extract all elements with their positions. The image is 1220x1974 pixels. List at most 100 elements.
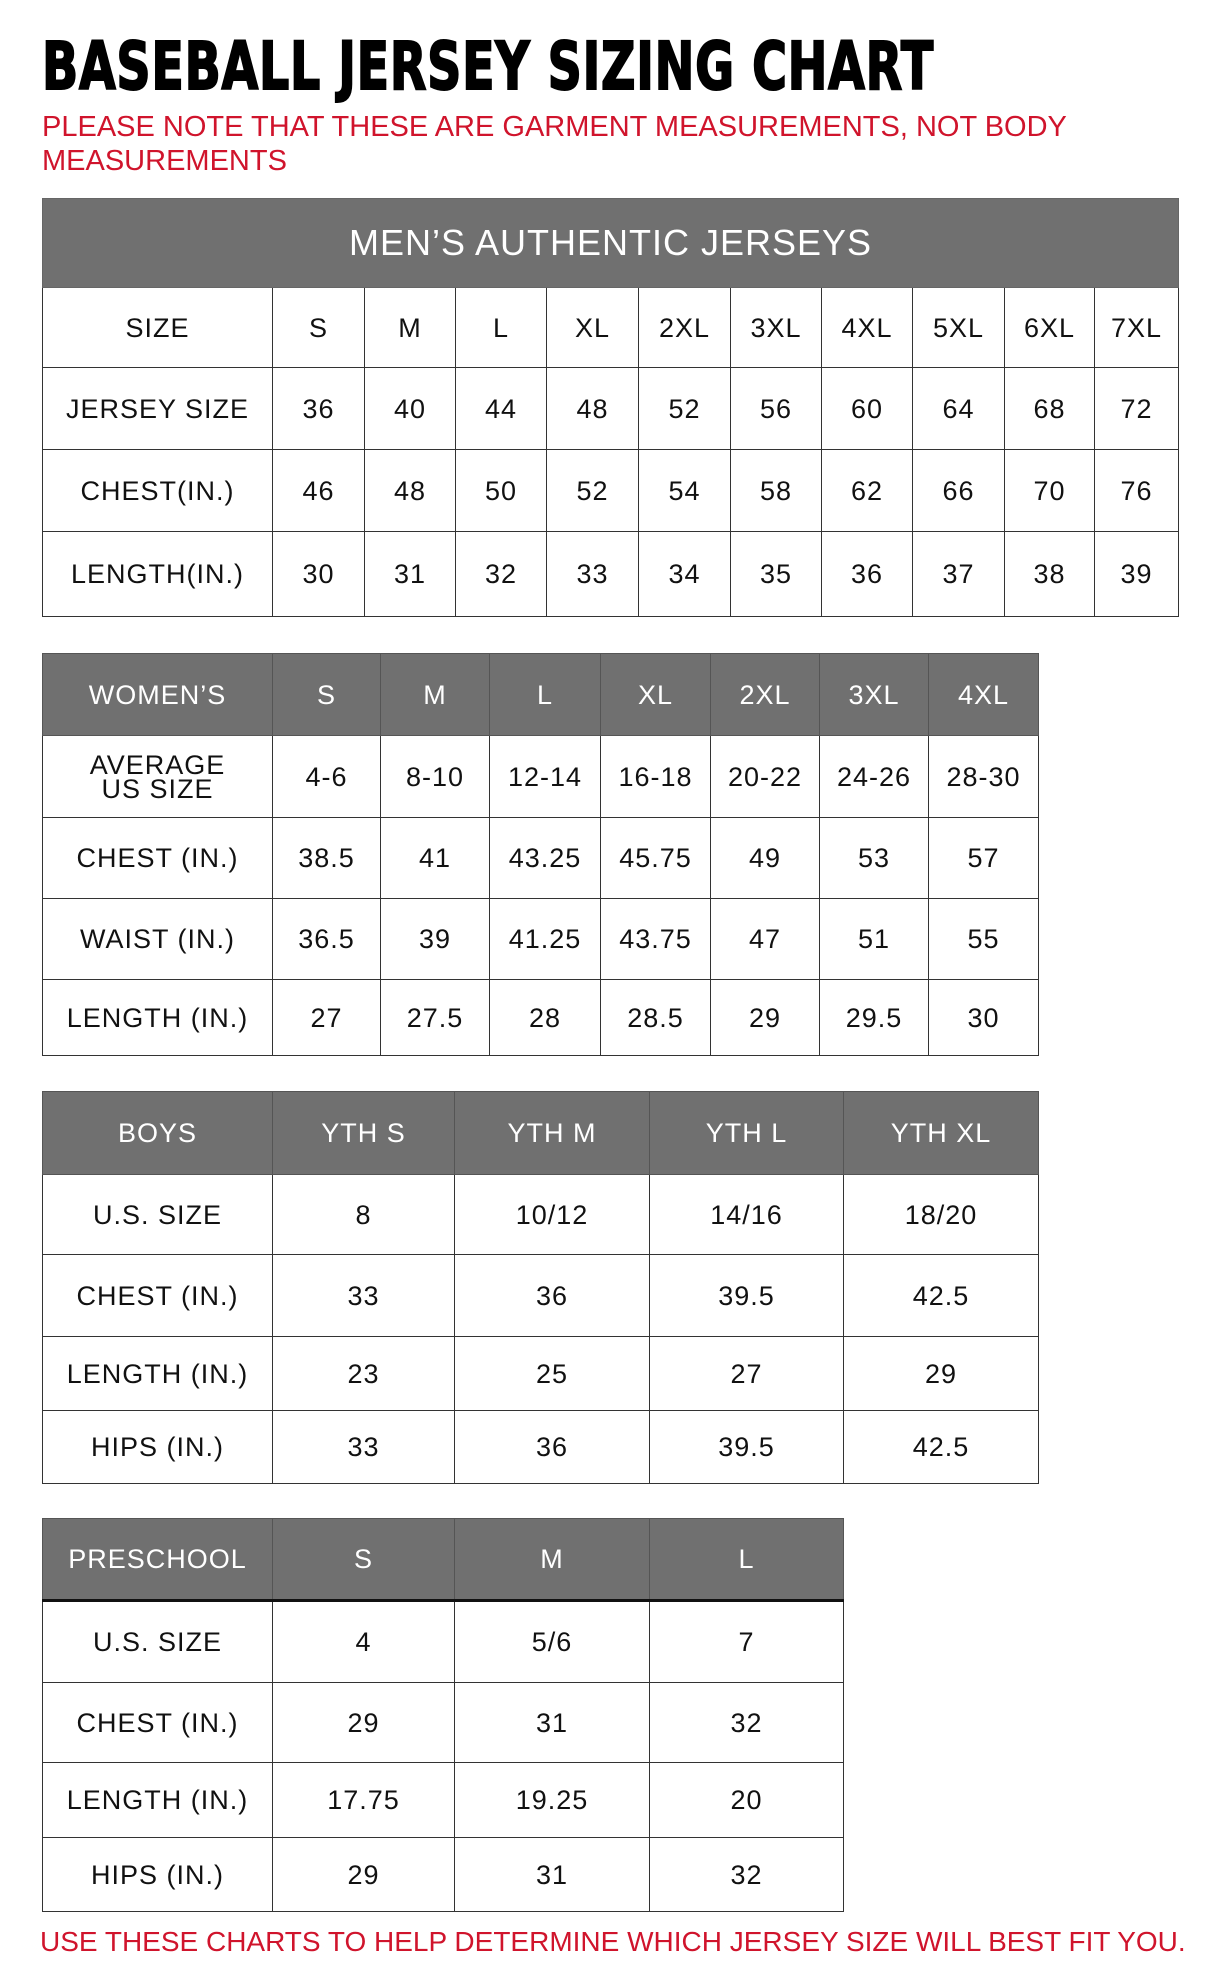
column-header: L (649, 1518, 844, 1602)
table-cell: 36 (454, 1254, 650, 1337)
table-cell: 18/20 (843, 1174, 1039, 1255)
table-cell: 14/16 (649, 1174, 844, 1255)
header-row: WOMEN’S S M L XL 2XL 3XL 4XL (42, 653, 1039, 736)
column-header: YTH M (454, 1091, 650, 1175)
table-cell: 55 (928, 898, 1039, 980)
table-cell: 39.5 (649, 1254, 844, 1337)
table-cell: 30 (272, 531, 365, 617)
table-cell: 43.75 (600, 898, 711, 980)
table-row: WAIST (IN.) 36.5 39 41.25 43.75 47 51 55 (42, 898, 1039, 980)
table-cell: 20 (649, 1762, 844, 1838)
column-header: YTH S (272, 1091, 455, 1175)
column-header: PRESCHOOL (42, 1518, 273, 1602)
table-cell: 30 (928, 979, 1039, 1056)
table-cell: 46 (272, 449, 365, 532)
table-cell: 57 (928, 817, 1039, 899)
table-cell: 43.25 (489, 817, 601, 899)
row-label: LENGTH (IN.) (42, 979, 273, 1056)
row-label: LENGTH(IN.) (42, 531, 273, 617)
table-cell: 8 (272, 1174, 455, 1255)
table-cell: 24-26 (819, 735, 929, 818)
table-cell: 39 (1093, 531, 1180, 617)
table-cell: 37 (912, 531, 1005, 617)
column-header: 3XL (819, 653, 929, 736)
table-row: U.S. SIZE 8 10/12 14/16 18/20 (42, 1174, 1039, 1255)
table-cell: 29 (272, 1682, 455, 1763)
table-cell: 29 (843, 1336, 1039, 1411)
table-cell: 33 (272, 1410, 455, 1484)
column-header: YTH L (649, 1091, 844, 1175)
table-cell: 76 (1093, 449, 1180, 532)
table-cell: 38 (1004, 531, 1095, 617)
table-cell: 39.5 (649, 1410, 844, 1484)
column-header: 2XL (638, 287, 731, 368)
table-cell: 31 (454, 1837, 650, 1912)
column-header: SIZE (42, 287, 273, 368)
boys-table: BOYS YTH S YTH M YTH L YTH XL U.S. SIZE 8 10/12… (42, 1091, 1039, 1484)
table-cell: 28 (489, 979, 601, 1056)
column-header: 2XL (710, 653, 820, 736)
table-cell: 68 (1004, 367, 1095, 450)
table-cell: 36 (454, 1410, 650, 1484)
womens-table: WOMEN’S S M L XL 2XL 3XL 4XL AVERAGE US SIZE 4-6 8… (42, 653, 1039, 1056)
table-cell: 47 (710, 898, 820, 980)
table-cell: 27 (272, 979, 381, 1056)
column-header: 3XL (730, 287, 822, 368)
table-cell: 56 (730, 367, 822, 450)
table-cell: 17.75 (272, 1762, 455, 1838)
row-label: U.S. SIZE (42, 1600, 273, 1683)
table-cell: 33 (546, 531, 639, 617)
table-cell: 36 (821, 531, 913, 617)
column-header: M (364, 287, 456, 368)
row-label: CHEST (IN.) (42, 1254, 273, 1337)
column-header: 7XL (1093, 287, 1180, 368)
table-title: MEN’S AUTHENTIC JERSEYS (41, 198, 1180, 288)
table-cell: 29 (710, 979, 820, 1056)
table-cell: 12-14 (489, 735, 601, 818)
table-cell: 23 (272, 1336, 455, 1411)
table-cell: 41.25 (489, 898, 601, 980)
row-label: JERSEY SIZE (42, 367, 273, 450)
table-cell: 49 (710, 817, 820, 899)
table-cell: 27 (649, 1336, 844, 1411)
table-cell: 29.5 (819, 979, 929, 1056)
table-cell: 33 (272, 1254, 455, 1337)
table-row: HIPS (IN.) 29 31 32 (42, 1837, 844, 1912)
row-label: LENGTH (IN.) (42, 1336, 273, 1411)
table-cell: 8-10 (380, 735, 490, 818)
table-row: CHEST (IN.) 33 36 39.5 42.5 (42, 1254, 1039, 1337)
table-cell: 27.5 (380, 979, 490, 1056)
table-cell: 38.5 (272, 817, 381, 899)
table-cell: 28-30 (928, 735, 1039, 818)
header-row: SIZE S M L XL 2XL 3XL 4XL 5XL 6XL 7XL (42, 287, 1180, 368)
table-cell: 36 (272, 367, 365, 450)
column-header: XL (600, 653, 711, 736)
row-label: CHEST (IN.) (42, 817, 273, 899)
header-row: PRESCHOOL S M L (42, 1518, 844, 1602)
column-header: L (489, 653, 601, 736)
column-header: M (454, 1518, 650, 1602)
column-header: 6XL (1004, 287, 1095, 368)
column-header: XL (546, 287, 639, 368)
preschool-table: PRESCHOOL S M L U.S. SIZE 4 5/6 7 CHEST (IN.) 29 3… (42, 1518, 844, 1912)
table-cell: 40 (364, 367, 456, 450)
table-cell: 36.5 (272, 898, 381, 980)
table-cell: 72 (1093, 367, 1180, 450)
table-cell: 20-22 (710, 735, 820, 818)
table-cell: 10/12 (454, 1174, 650, 1255)
table-cell: 66 (912, 449, 1005, 532)
table-row: U.S. SIZE 4 5/6 7 (42, 1600, 844, 1683)
column-header: 4XL (928, 653, 1039, 736)
table-cell: 4-6 (272, 735, 381, 818)
table-cell: 48 (546, 367, 639, 450)
table-cell: 44 (455, 367, 547, 450)
row-label: HIPS (IN.) (42, 1837, 273, 1912)
mens-table: MEN’S AUTHENTIC JERSEYS SIZE S M L XL 2XL 3XL 4X… (41, 198, 1180, 617)
table-cell: 34 (638, 531, 731, 617)
table-cell: 4 (272, 1600, 455, 1683)
row-label: U.S. SIZE (42, 1174, 273, 1255)
table-cell: 32 (649, 1682, 844, 1763)
row-label: CHEST(IN.) (42, 449, 273, 532)
table-cell: 31 (364, 531, 456, 617)
table-cell: 64 (912, 367, 1005, 450)
